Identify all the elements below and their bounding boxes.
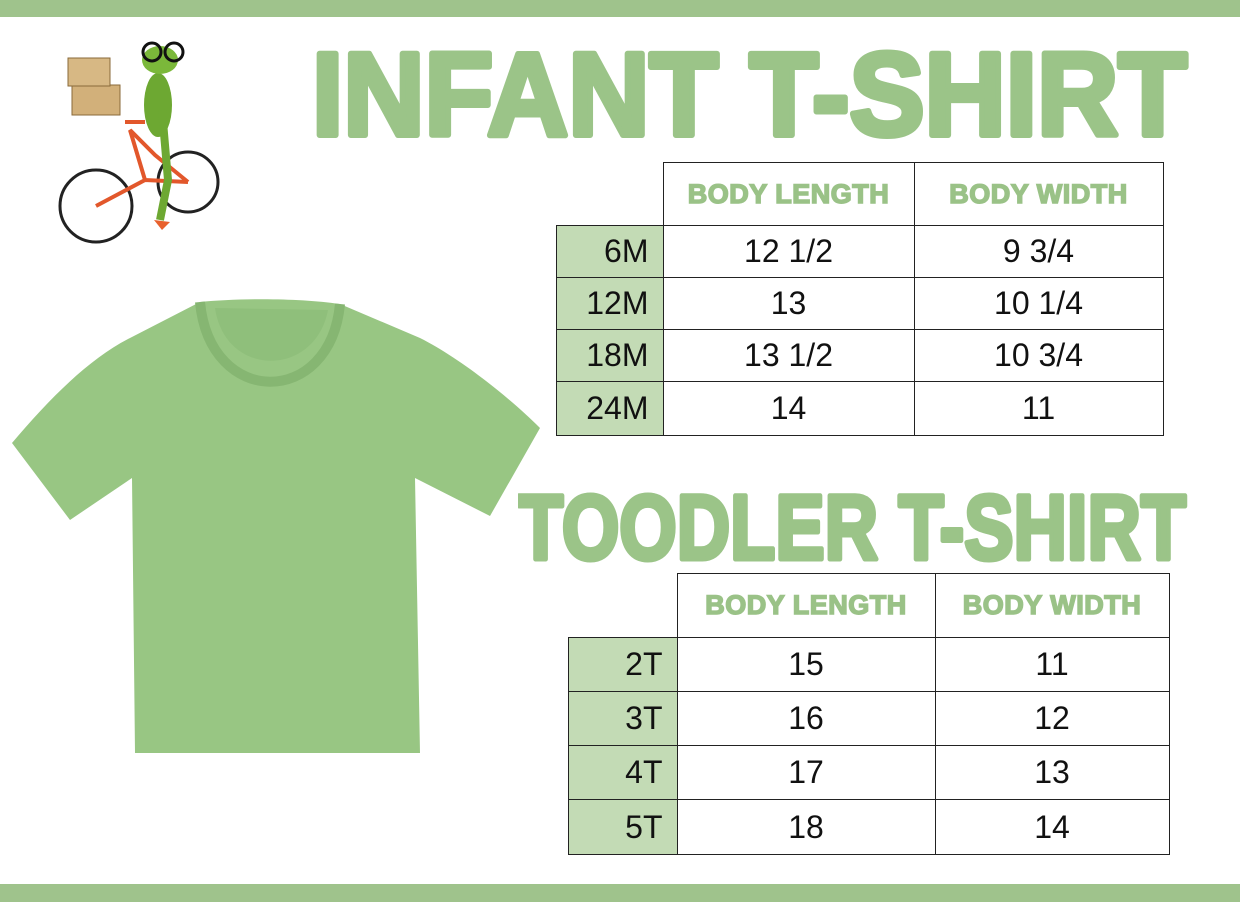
table-row: 4T 17 13 <box>568 745 1170 800</box>
header-body-length: BODY LENGTH <box>662 162 915 226</box>
header-body-width: BODY WIDTH <box>934 573 1170 638</box>
infant-size-table: BODY LENGTH BODY WIDTH 6M 12 1/2 9 3/4 12M… <box>556 162 1164 436</box>
table-row: 3T 16 12 <box>568 691 1170 746</box>
toddler-title: TOODLER T-SHIRT <box>518 483 1193 568</box>
tshirt-image <box>12 299 540 753</box>
bottom-border <box>0 884 1240 902</box>
table-row: 12M 13 10 1/4 <box>556 277 1164 330</box>
top-border <box>0 0 1240 17</box>
frog-bicycle-icon <box>58 41 220 244</box>
table-row: 24M 14 11 <box>556 381 1164 436</box>
infant-title: INFANT T-SHIRT <box>312 40 1192 145</box>
header-body-width: BODY WIDTH <box>913 162 1164 226</box>
toddler-size-table: BODY LENGTH BODY WIDTH 2T 15 11 3T 16 12 4T 1… <box>568 573 1170 855</box>
table-row: 2T 15 11 <box>568 637 1170 692</box>
infant-title-text: INFANT T-SHIRT <box>312 40 1187 145</box>
toddler-title-text: TOODLER T-SHIRT <box>518 483 1186 568</box>
table-row: 18M 13 1/2 10 3/4 <box>556 329 1164 382</box>
header-body-length: BODY LENGTH <box>676 573 936 638</box>
table-row: 6M 12 1/2 9 3/4 <box>556 225 1164 278</box>
table-row: 5T 18 14 <box>568 799 1170 855</box>
